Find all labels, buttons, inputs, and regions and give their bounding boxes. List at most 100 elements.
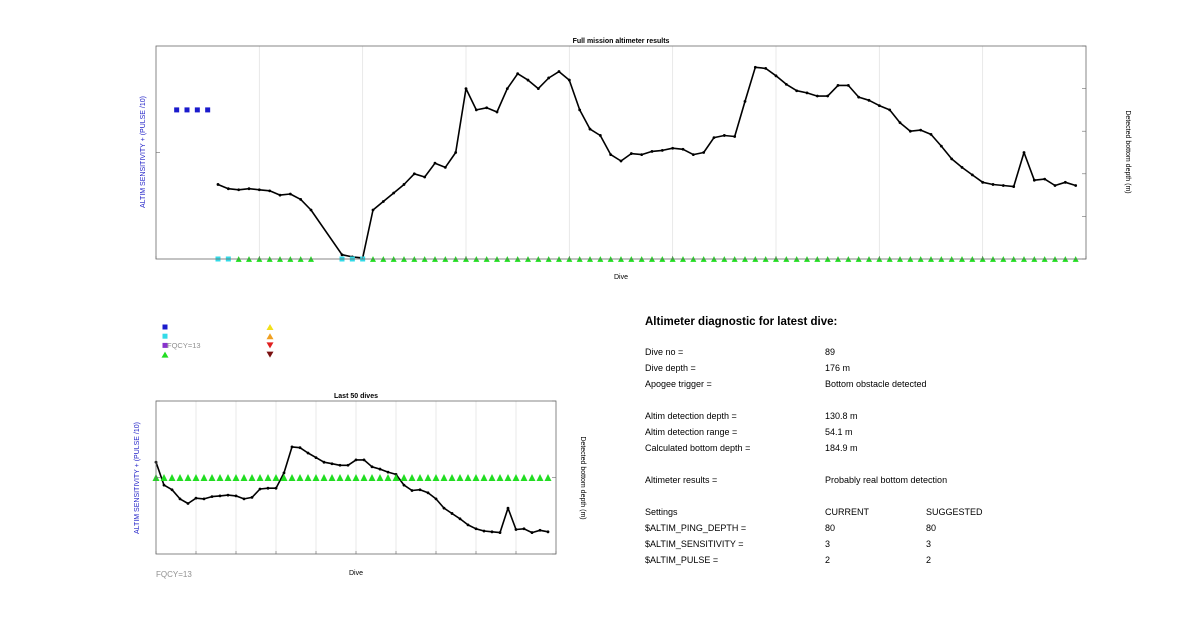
chart-title: Full mission altimeter results: [573, 38, 670, 45]
depth-point: [774, 74, 778, 78]
depth-point: [338, 463, 342, 467]
depth-point: [1074, 184, 1078, 187]
legend-marker: [162, 342, 168, 348]
setting-name: $ALTIM_PING_DEPTH =: [645, 523, 747, 533]
marker-triangle: [232, 474, 240, 481]
setting-name: $ALTIM_SENSITIVITY =: [645, 539, 744, 549]
marker-triangle: [320, 474, 328, 481]
depth-point: [288, 192, 292, 196]
depth-point: [434, 497, 438, 501]
depth-point: [609, 153, 613, 157]
depth-point: [629, 152, 633, 155]
depth-point: [505, 87, 509, 90]
depth-point: [950, 157, 954, 161]
depth-point: [234, 494, 238, 498]
depth-point: [547, 76, 551, 80]
marker-triangle: [272, 474, 280, 481]
depth-point: [1022, 151, 1026, 154]
depth-point: [1043, 177, 1047, 181]
marker-triangle: [160, 474, 168, 481]
depth-point: [370, 465, 374, 469]
depth-point: [1001, 184, 1005, 187]
setting-current: 3: [825, 539, 831, 549]
depth-point: [908, 129, 912, 133]
marker-triangle: [208, 474, 216, 481]
marker-square: [194, 107, 200, 113]
settings-header-suggested: SUGGESTED: [926, 507, 983, 517]
diagnostic-value: Probably real bottom detection: [825, 475, 948, 485]
legend-marker: [266, 342, 274, 349]
depth-point: [278, 193, 282, 197]
depth-point: [919, 128, 923, 132]
marker-triangle: [256, 474, 264, 481]
marker-triangle: [480, 474, 488, 481]
diagnostic-label: Dive depth =: [645, 363, 696, 373]
depth-point: [753, 65, 757, 69]
depth-point: [1053, 184, 1057, 187]
depth-point: [443, 166, 447, 169]
depth-point: [743, 99, 747, 103]
depth-point: [257, 188, 261, 192]
depth-point: [309, 208, 313, 212]
legend-marker: [266, 324, 274, 330]
marker-triangle: [264, 474, 272, 481]
depth-point: [516, 72, 520, 76]
diagnostic-label: Calculated bottom depth =: [645, 443, 751, 453]
marker-triangle: [536, 474, 544, 481]
depth-point: [660, 148, 664, 152]
depth-point: [216, 183, 220, 186]
marker-triangle: [456, 474, 464, 481]
depth-point: [939, 144, 943, 148]
y-axis-label-right: Detected bottom depth (m): [1124, 110, 1131, 193]
setting-suggested: 80: [926, 523, 937, 533]
depth-point: [485, 106, 489, 110]
depth-point: [170, 488, 174, 492]
depth-point: [464, 87, 468, 90]
depth-point: [466, 523, 470, 527]
marker-triangle: [464, 474, 472, 481]
depth-point: [354, 458, 358, 462]
depth-point: [186, 502, 190, 505]
marker-triangle: [528, 474, 536, 481]
marker-triangle: [408, 474, 416, 481]
marker-triangle: [520, 474, 528, 481]
legend-marker: [266, 333, 274, 340]
marker-triangle: [368, 474, 376, 481]
depth-point: [650, 150, 654, 153]
setting-current: 2: [825, 555, 831, 565]
depth-point: [522, 527, 526, 531]
depth-point: [322, 460, 326, 464]
marker-triangle: [248, 474, 256, 481]
x-axis-label: Dive: [349, 570, 363, 577]
depth-point: [712, 136, 716, 139]
depth-point: [242, 497, 246, 501]
depth-point: [795, 89, 799, 93]
depth-point: [1032, 178, 1036, 182]
depth-point: [210, 495, 214, 499]
depth-point: [266, 486, 270, 490]
marker-triangle: [224, 474, 232, 481]
marker-triangle: [352, 474, 360, 481]
depth-point: [454, 151, 458, 154]
marker-triangle: [424, 474, 432, 481]
depth-point: [346, 463, 350, 467]
diagnostic-value: Bottom obstacle detected: [825, 379, 927, 389]
legend-overlay-annotation: FQCY=13: [167, 341, 201, 350]
depth-point: [274, 486, 278, 490]
marker-triangle: [504, 474, 512, 481]
marker-triangle: [392, 474, 400, 481]
y-axis-label-left: ALTIM SENSITIVITY + (PULSE /10): [134, 422, 141, 534]
depth-point: [691, 153, 695, 157]
depth-point: [237, 188, 241, 192]
depth-point: [826, 94, 830, 98]
depth-point: [981, 180, 985, 184]
diagnostic-label: Dive no =: [645, 347, 684, 357]
depth-point: [433, 161, 437, 165]
marker-triangle: [296, 474, 304, 481]
diagnostic-label: Altimeter results =: [645, 475, 718, 485]
depth-point: [1063, 180, 1067, 184]
depth-point: [598, 134, 602, 137]
depth-point: [450, 512, 454, 515]
depth-point: [671, 146, 675, 150]
